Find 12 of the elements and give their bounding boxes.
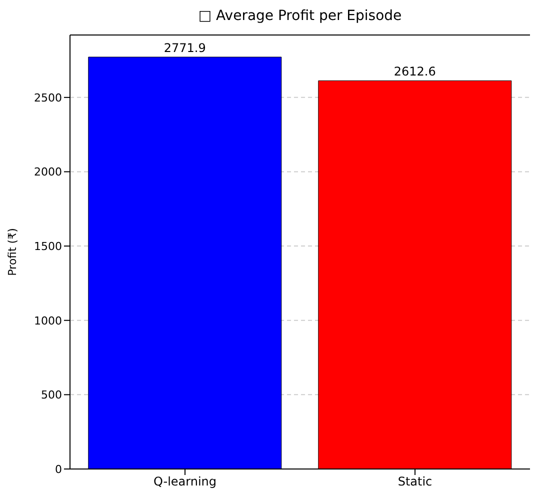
- y-tick-label: 2000: [34, 166, 62, 179]
- y-tick-label: 500: [41, 388, 62, 402]
- chart-title: □ Average Profit per Episode: [197, 8, 403, 24]
- y-tick-label: 1500: [34, 240, 62, 253]
- y-axis-title: Profit (₹): [6, 228, 19, 276]
- y-tick-label: 0: [55, 462, 62, 476]
- x-tick-label: Q-learning: [153, 474, 217, 489]
- y-tick-label: 1000: [34, 314, 62, 328]
- data-label: 2612.6: [394, 64, 436, 79]
- data-label: 2771.9: [164, 41, 206, 56]
- x-tick-label: Static: [398, 474, 432, 489]
- y-tick-label: 2500: [34, 91, 62, 104]
